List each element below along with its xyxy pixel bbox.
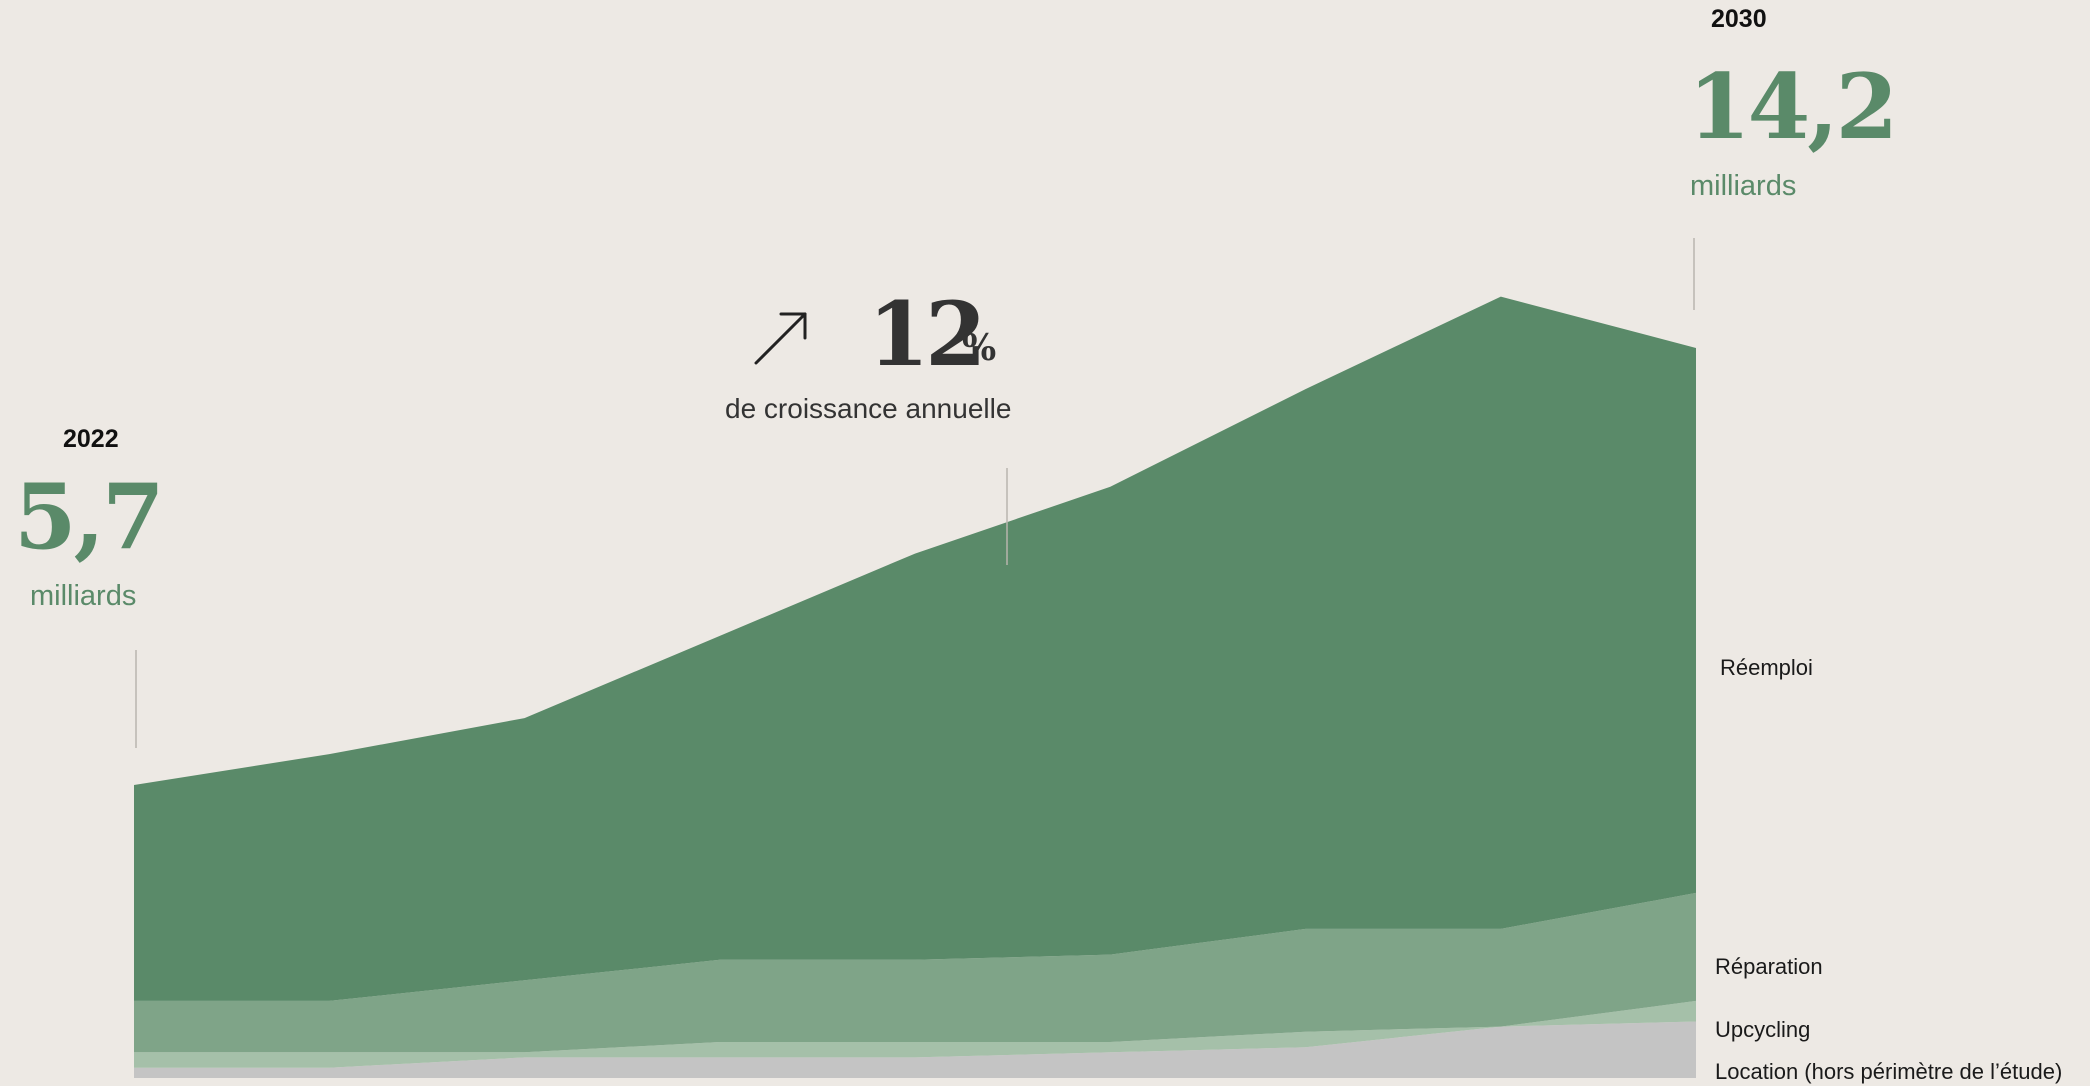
arrow-up-right-icon [754,312,807,365]
area-reparation [134,892,1696,1053]
series-label-reemploi: Réemploi [1720,655,1813,680]
start-value: 5,7 [14,464,165,570]
growth-rate-unit: % [962,327,997,369]
series-label-location: Location (hors périmètre de l’étude) [1715,1059,2063,1084]
area-reemploi [134,296,1696,1001]
end-value: 14,2 [1688,54,1898,160]
area-upcycling [134,1000,1696,1068]
series-label-reparation: Réparation [1715,954,1823,979]
growth-caption: de croissance annuelle [725,393,1012,424]
area-location [134,1021,1696,1078]
chart-guides [135,238,1695,748]
series-label-upcycling: Upcycling [1715,1017,1811,1042]
start-unit-label: milliards [30,580,137,612]
chart-areas [134,296,1696,1078]
growth-rate-value: 12 [868,282,986,386]
start-year-label: 2022 [63,425,119,453]
end-unit-label: milliards [1690,170,1797,202]
end-year-label: 2030 [1711,5,1767,33]
